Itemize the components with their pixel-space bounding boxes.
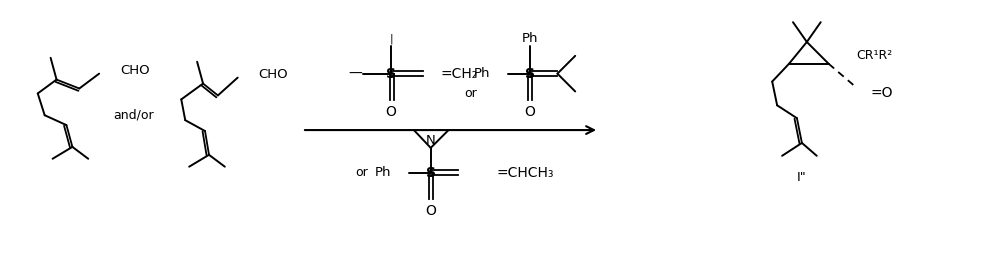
- Text: O: O: [386, 105, 397, 119]
- Text: =CHCH₃: =CHCH₃: [496, 166, 554, 180]
- Text: O: O: [524, 105, 535, 119]
- Text: Ph: Ph: [375, 166, 391, 179]
- Text: O: O: [425, 204, 436, 218]
- Text: I": I": [797, 171, 807, 184]
- Text: S: S: [386, 67, 396, 81]
- Text: CHO: CHO: [258, 68, 288, 81]
- Text: or: or: [355, 166, 368, 179]
- Text: CR¹R²: CR¹R²: [856, 49, 893, 62]
- Text: —: —: [349, 67, 362, 81]
- Text: N: N: [426, 135, 436, 147]
- Text: S: S: [525, 67, 535, 81]
- Text: or: or: [464, 87, 477, 100]
- Text: Ph: Ph: [474, 67, 490, 80]
- Text: |: |: [389, 34, 393, 44]
- Text: =O: =O: [870, 87, 893, 100]
- Text: CHO: CHO: [120, 64, 150, 77]
- Text: and/or: and/or: [113, 109, 154, 122]
- Text: =CH₂: =CH₂: [441, 67, 478, 81]
- Text: Ph: Ph: [521, 31, 538, 44]
- Text: S: S: [426, 166, 436, 180]
